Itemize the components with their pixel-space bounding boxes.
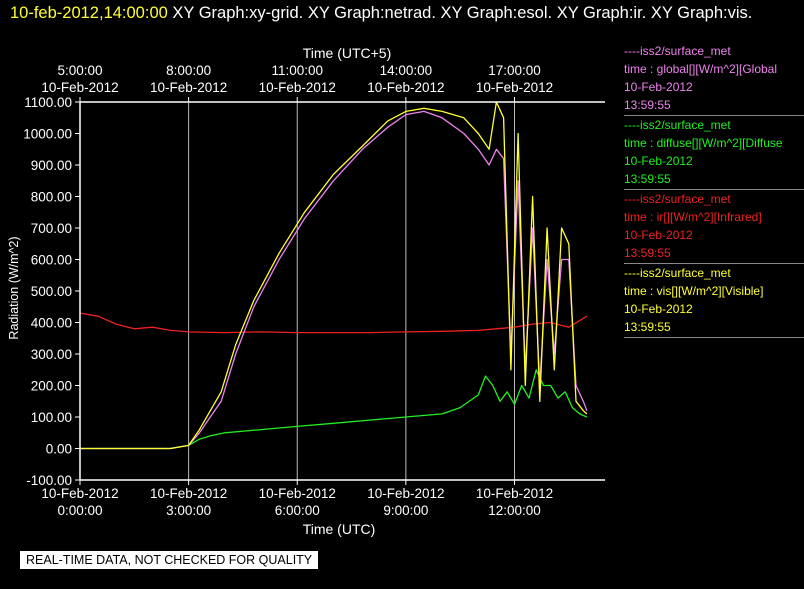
- header-bar: 10-feb-2012,14:00:00 XY Graph:xy-grid. X…: [10, 2, 800, 24]
- y-tick-label: 200.00: [31, 379, 72, 394]
- axes: -100.00 0.00 100.00 200.00 300.00 400.00 500.0…: [23, 63, 605, 518]
- legend-source: ----iss2/surface_met: [624, 266, 731, 280]
- legend-time: 13:59:55: [624, 246, 671, 260]
- x2-tick-time: 17:00:00: [488, 63, 541, 78]
- x-tick-date: 10-Feb-2012: [150, 486, 227, 501]
- legend-var: time : global[][W/m^2][Global: [624, 62, 778, 76]
- x2-tick-date: 10-Feb-2012: [259, 80, 336, 95]
- legend-source: ----iss2/surface_met: [624, 44, 731, 58]
- legend-var: time : vis[][W/m^2][Visible]: [624, 284, 764, 298]
- x-tick-date: 10-Feb-2012: [259, 486, 336, 501]
- x2-tick-time: 5:00:00: [57, 63, 102, 78]
- y-tick-label: 900.00: [31, 158, 72, 173]
- y-tick-label: 300.00: [31, 347, 72, 362]
- y-tick-label: 1100.00: [24, 95, 72, 110]
- x-axis-label: Time (UTC): [303, 521, 376, 537]
- x2-tick-date: 10-Feb-2012: [476, 80, 553, 95]
- y-tick-label: -100.00: [26, 473, 72, 488]
- grid-lines: [79, 102, 515, 480]
- legend-date: 10-Feb-2012: [624, 154, 693, 168]
- x-tick-date: 10-Feb-2012: [367, 486, 444, 501]
- x-tick-date: 10-Feb-2012: [41, 486, 118, 501]
- x2-tick-date: 10-Feb-2012: [41, 80, 118, 95]
- quality-note: REAL-TIME DATA, NOT CHECKED FOR QUALITY: [20, 551, 319, 569]
- x2-tick-date: 10-Feb-2012: [150, 80, 227, 95]
- legend-time: 13:59:55: [624, 320, 671, 334]
- y-tick-label: 800.00: [31, 190, 72, 205]
- y-tick-label: 700.00: [31, 221, 72, 236]
- x-tick-time: 9:00:00: [383, 503, 428, 518]
- x2-tick-time: 11:00:00: [271, 63, 323, 78]
- legend-source: ----iss2/surface_met: [624, 118, 731, 132]
- y-tick-label: 0.00: [46, 442, 72, 457]
- header-graph-list: XY Graph:xy-grid. XY Graph:netrad. XY Gr…: [172, 4, 753, 22]
- series-lines: [79, 101, 588, 450]
- y-tick-label: 1000.00: [23, 127, 72, 142]
- legend-source: ----iss2/surface_met: [624, 192, 731, 206]
- y-tick-label: 400.00: [31, 316, 72, 331]
- series-line-ir: [79, 312, 588, 334]
- x2-tick-date: 10-Feb-2012: [367, 80, 444, 95]
- legend-time: 13:59:55: [624, 172, 671, 186]
- y-tick-label: 600.00: [31, 253, 72, 268]
- series-line-vis: [80, 101, 588, 450]
- y-tick-label: 100.00: [31, 410, 72, 425]
- y-tick-label: 500.00: [31, 284, 72, 299]
- y-axis-label: Radiation (W/m^2): [7, 236, 21, 339]
- x-tick-time: 3:00:00: [166, 503, 211, 518]
- legend-date: 10-Feb-2012: [624, 228, 693, 242]
- x-tick-date: 10-Feb-2012: [476, 486, 553, 501]
- legend-time: 13:59:55: [624, 98, 671, 112]
- legend-var: time : diffuse[][W/m^2][Diffuse: [624, 136, 783, 150]
- series-line-diffuse: [80, 369, 588, 450]
- x2-tick-time: 8:00:00: [166, 63, 211, 78]
- header-date-time: 10-feb-2012,14:00:00: [10, 4, 168, 22]
- x-tick-time: 6:00:00: [275, 503, 320, 518]
- x-tick-time: 0:00:00: [57, 503, 102, 518]
- legend-var: time : ir[][W/m^2][Infrared]: [624, 210, 762, 224]
- x2-axis-label: Time (UTC+5): [303, 45, 392, 61]
- legend-date: 10-Feb-2012: [624, 302, 693, 316]
- x-tick-time: 12:00:00: [488, 503, 541, 518]
- x2-tick-time: 14:00:00: [380, 63, 433, 78]
- legend-date: 10-Feb-2012: [624, 80, 693, 94]
